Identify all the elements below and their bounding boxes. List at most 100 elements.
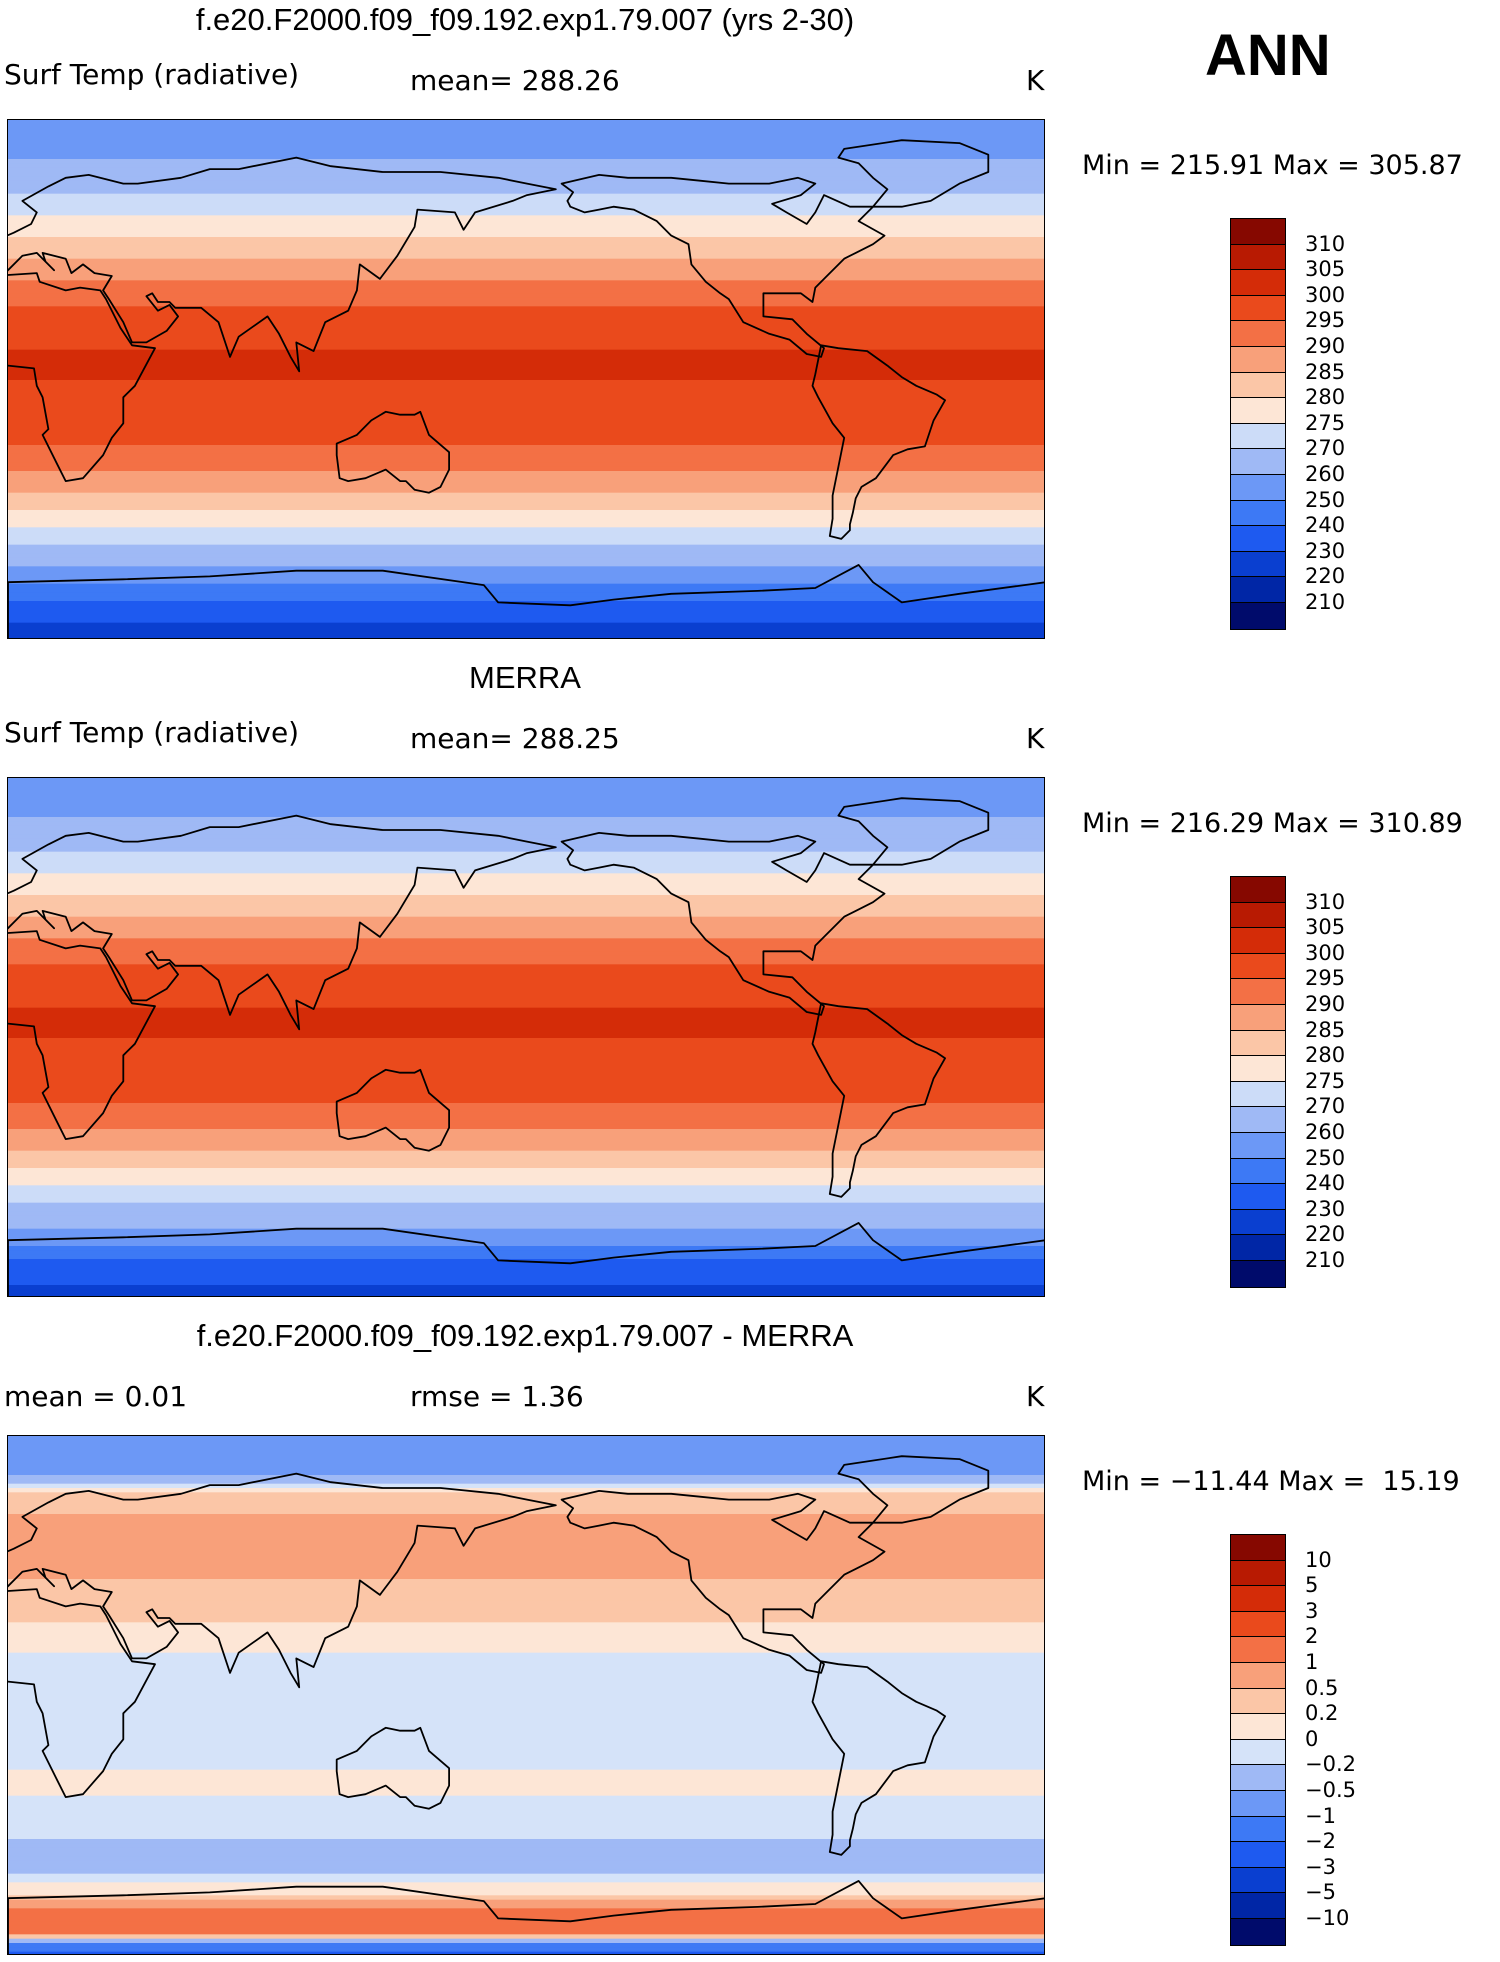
field-band [8,388,1044,394]
field-band [8,1479,1044,1485]
field-band [8,163,1044,169]
coastline [560,174,886,358]
variable-label-model: Surf Temp (radiative) [4,58,300,91]
field-band [8,124,1044,130]
field-band [8,367,1044,372]
field-band [8,1670,1044,1675]
field-band [8,514,1044,520]
field-band [8,1531,1044,1537]
field-band [8,484,1044,489]
field-band [8,903,1044,909]
field-band [8,440,1044,446]
field-band [8,1804,1044,1810]
field-band [8,384,1044,390]
field-band [8,1843,1044,1849]
coastline [837,797,990,866]
field-band [8,1272,1044,1277]
colorbar-label: −1 [1305,1803,1336,1828]
units-label-model: K [1026,64,1045,97]
field-band [8,631,1044,637]
field-band [8,1103,1044,1108]
field-band [8,1587,1044,1593]
colorbar-label: 3 [1305,1598,1319,1623]
field-band [8,1904,1044,1909]
field-band [8,921,1044,926]
field-band [8,518,1044,524]
field-band [8,1475,1044,1480]
field-band [8,1163,1044,1169]
field-band [8,167,1044,173]
field-band [8,1769,1044,1775]
field-band [8,310,1044,316]
field-band [8,1626,1044,1632]
field-band [8,1644,1044,1649]
field-band [8,172,1044,177]
field-band [8,1094,1044,1100]
colorbar-swatch [1231,953,1285,980]
field-band [8,1821,1044,1827]
field-band [8,1077,1044,1082]
field-band [8,1289,1044,1295]
field-band [8,1176,1044,1182]
field-band [8,1483,1044,1489]
field-band [8,141,1044,147]
minmax-label-diff: Min = −11.44 Max = 15.19 [1082,1466,1460,1497]
field-band [8,1098,1044,1104]
field-band [8,1553,1044,1558]
field-band [8,1133,1044,1139]
field-band [8,1111,1044,1117]
field-band [8,336,1044,342]
colorbar-swatch [1231,1816,1285,1843]
field-band [8,938,1044,944]
map-plot-model [8,120,1044,638]
field-band [8,1622,1044,1628]
coastline [8,1588,156,1799]
field-band [8,297,1044,303]
field-band [8,224,1044,229]
field-band [8,206,1044,212]
field-band [8,1717,1044,1723]
field-band [8,306,1044,312]
field-band [8,341,1044,346]
field-band [8,302,1044,307]
field-band [8,1540,1044,1545]
field-band [8,1648,1044,1654]
colorbar-swatch [1231,372,1285,399]
coastline [811,1660,946,1856]
field-band [8,1449,1044,1454]
colorbar-swatch [1231,474,1285,501]
field-band [8,1246,1044,1251]
field-band [8,1059,1044,1065]
field-band [8,1635,1044,1641]
colorbar-obs [1230,876,1286,1288]
field-band [8,1817,1044,1823]
field-band [8,1691,1044,1697]
colorbar-swatch [1231,1739,1285,1766]
field-band [8,635,1044,638]
field-band [8,1618,1044,1623]
field-band [8,1657,1044,1662]
coastline [8,272,156,483]
field-band [8,614,1044,619]
field-band [8,267,1044,273]
field-band [8,245,1044,251]
field-band [8,1566,1044,1571]
colorbar-label: 250 [1305,1145,1346,1170]
field-band [8,1557,1044,1563]
field-band [8,929,1044,935]
field-band [8,1462,1044,1467]
field-band [8,540,1044,546]
field-band [8,1267,1044,1273]
field-band [8,1159,1044,1165]
field-band [8,332,1044,338]
field-band [8,1436,1044,1441]
field-band [8,1592,1044,1597]
field-band [8,1765,1044,1771]
field-band [8,527,1044,533]
colorbar-swatch [1231,321,1285,347]
field-band [8,1882,1044,1888]
field-band [8,1938,1044,1944]
field-band [8,1609,1044,1615]
field-band [8,1834,1044,1840]
field-band [8,799,1044,805]
